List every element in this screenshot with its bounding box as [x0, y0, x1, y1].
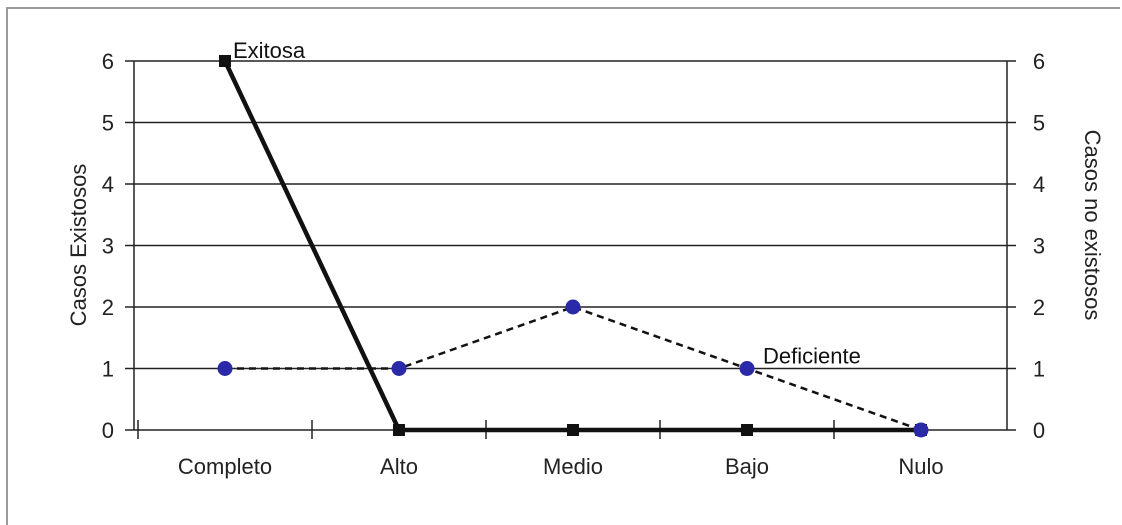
left-axis-title: Casos Existosos — [66, 164, 91, 327]
category-labels: Completo Alto Medio Bajo Nulo — [178, 454, 944, 479]
right-tick-label: 5 — [1033, 111, 1045, 136]
category-label: Bajo — [725, 454, 769, 479]
data-point — [391, 361, 407, 376]
right-axis-ticks: 0 1 2 3 4 5 6 — [1007, 49, 1045, 443]
left-tick-label: 6 — [102, 49, 114, 74]
data-point — [741, 424, 753, 436]
data-point — [567, 424, 579, 436]
data-point — [913, 422, 929, 438]
left-axis-ticks: 0 1 2 3 4 5 6 — [102, 49, 134, 443]
category-label: Nulo — [898, 454, 943, 479]
chart-frame — [6, 7, 1120, 525]
data-point — [393, 424, 405, 436]
series-label-deficiente: Deficiente — [763, 344, 861, 369]
left-tick-label: 4 — [102, 172, 114, 197]
series-deficiente — [217, 299, 929, 438]
left-tick-label: 2 — [102, 295, 114, 320]
category-label: Medio — [543, 454, 603, 479]
right-tick-label: 0 — [1033, 418, 1045, 443]
data-point — [565, 299, 581, 315]
right-tick-label: 6 — [1033, 49, 1045, 74]
right-tick-label: 2 — [1033, 295, 1045, 320]
right-tick-label: 3 — [1033, 234, 1045, 259]
axes — [133, 61, 1008, 439]
right-tick-label: 1 — [1033, 357, 1045, 382]
left-tick-label: 1 — [102, 357, 114, 382]
category-label: Completo — [178, 454, 272, 479]
right-tick-label: 4 — [1033, 172, 1045, 197]
left-tick-label: 3 — [102, 234, 114, 259]
right-axis-title: Casos no existosos — [1080, 130, 1105, 321]
data-point — [219, 55, 231, 67]
left-tick-label: 5 — [102, 111, 114, 136]
series-label-exitosa: Exitosa — [233, 38, 306, 63]
data-point — [739, 361, 755, 376]
category-label: Alto — [380, 454, 418, 479]
grid-lines — [134, 60, 1007, 370]
left-tick-label: 0 — [102, 418, 114, 443]
series-layer: Exitosa Deficiente — [217, 38, 929, 438]
data-point — [217, 361, 233, 376]
series-line — [225, 305, 922, 432]
